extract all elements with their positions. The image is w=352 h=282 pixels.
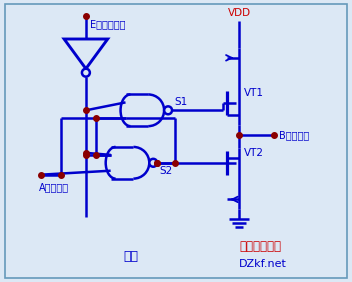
Text: A（输入）: A（输入）	[39, 182, 69, 193]
Text: 图一: 图一	[123, 250, 138, 263]
Circle shape	[149, 159, 157, 167]
Text: B（输出）: B（输出）	[279, 130, 309, 140]
Text: DZkf.net: DZkf.net	[239, 259, 287, 269]
Circle shape	[164, 106, 172, 114]
Text: 电子开发社区: 电子开发社区	[239, 241, 281, 254]
Text: VT2: VT2	[244, 148, 264, 158]
Text: S1: S1	[174, 97, 187, 107]
Text: VDD: VDD	[228, 8, 251, 18]
Circle shape	[82, 69, 90, 77]
Text: S2: S2	[159, 166, 172, 176]
Text: VT1: VT1	[244, 89, 264, 98]
Text: E（选通端）: E（选通端）	[90, 19, 125, 29]
